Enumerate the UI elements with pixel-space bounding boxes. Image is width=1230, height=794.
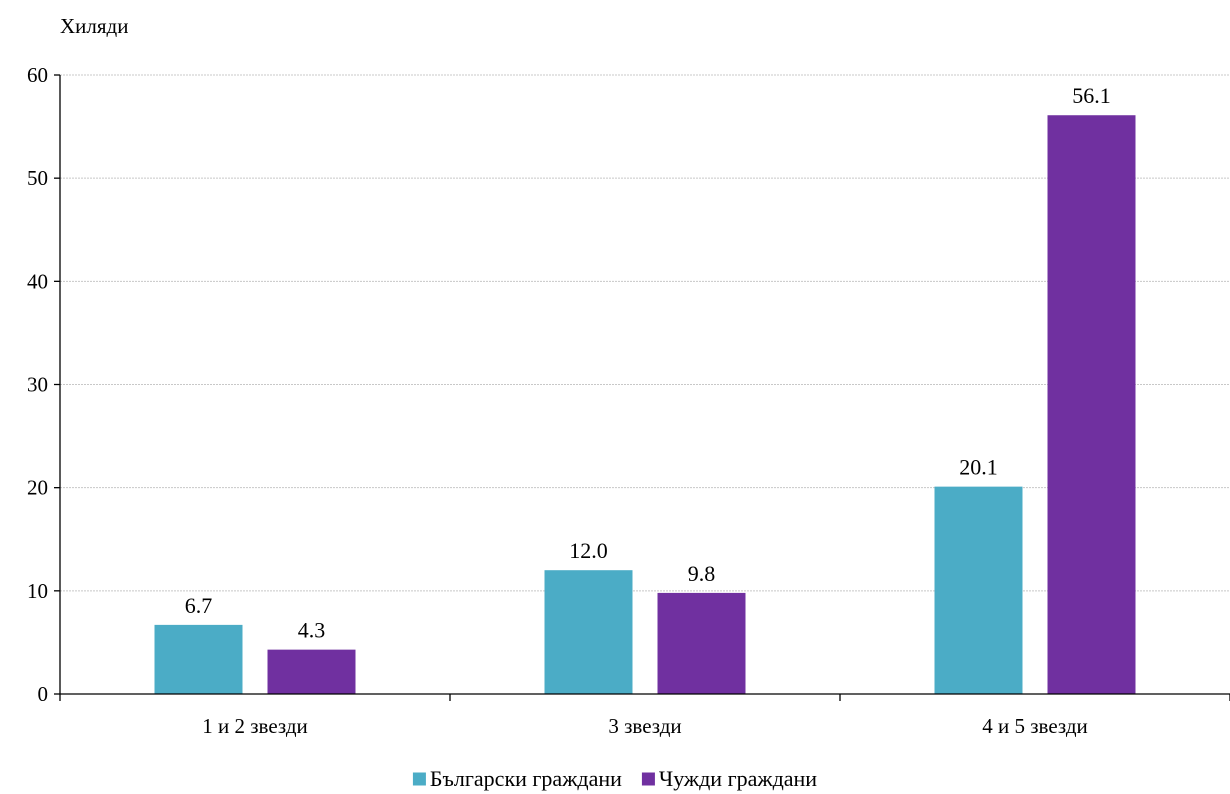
y-tick-label: 20 — [27, 476, 48, 500]
y-tick-label: 0 — [38, 682, 49, 706]
axes — [54, 74, 1230, 701]
y-tick-label: 30 — [27, 373, 48, 397]
data-label: 56.1 — [1072, 83, 1111, 108]
bar — [267, 649, 356, 694]
x-tick-label: 4 и 5 звезди — [982, 714, 1088, 738]
y-tick-label: 60 — [27, 63, 48, 87]
legend-label: Български граждани — [430, 766, 622, 791]
y-tick-label: 50 — [27, 166, 48, 190]
bar — [154, 624, 243, 694]
grid-lines — [60, 74, 1230, 592]
y-tick-label: 10 — [27, 579, 48, 603]
x-tick-label: 3 звезди — [608, 714, 681, 738]
legend: Български граждани Чужди граждани — [412, 766, 817, 791]
bar — [1047, 115, 1136, 695]
legend-swatch — [412, 772, 426, 786]
bars — [154, 115, 1136, 695]
y-axis-unit-label: Хиляди — [60, 14, 128, 38]
legend-label: Чужди граждани — [659, 766, 817, 791]
y-tick-label: 40 — [27, 269, 48, 293]
data-label: 9.8 — [688, 561, 716, 586]
data-label: 6.7 — [185, 593, 213, 618]
data-label: 4.3 — [298, 618, 326, 643]
bar — [657, 592, 746, 694]
data-label: 20.1 — [959, 455, 998, 480]
legend-swatch — [641, 772, 655, 786]
data-label: 12.0 — [569, 538, 608, 563]
x-tick-label: 1 и 2 звезди — [202, 714, 308, 738]
labels: Хиляди 0 10 20 30 40 50 60 6.7 4.3 1 и 2 звезди 12.… — [27, 14, 1111, 738]
bar — [934, 486, 1023, 694]
bar — [544, 570, 633, 694]
